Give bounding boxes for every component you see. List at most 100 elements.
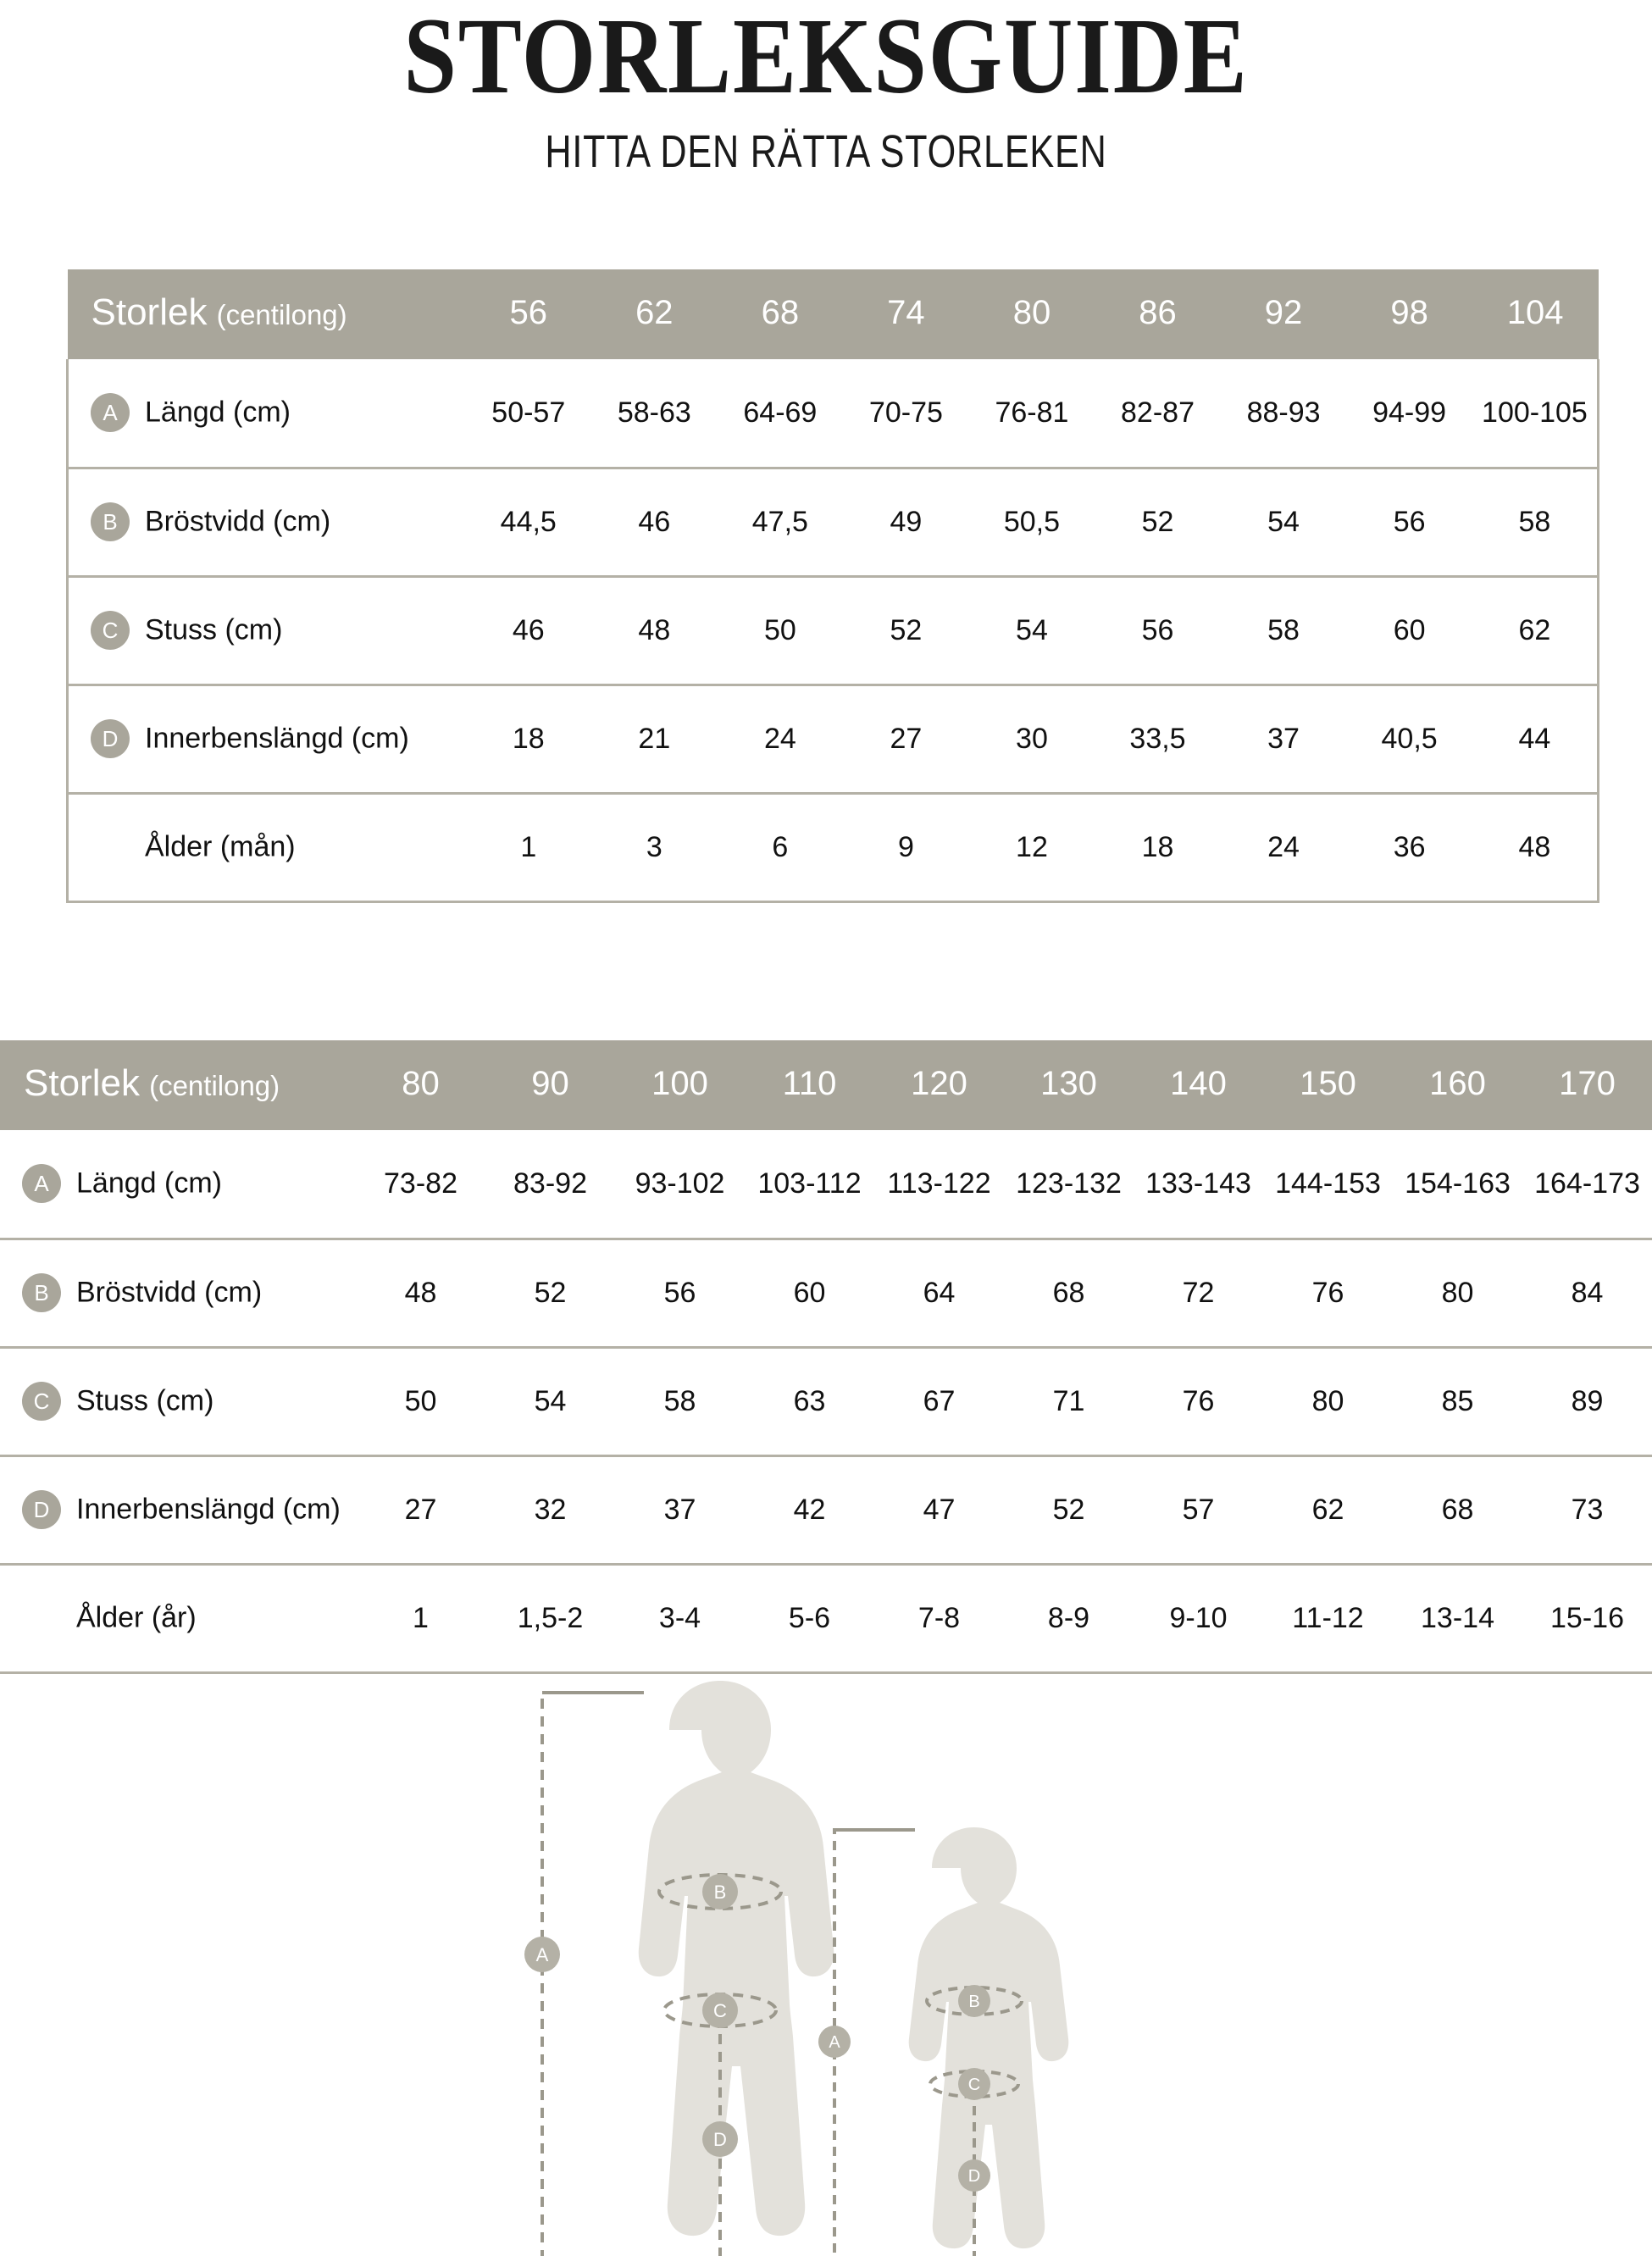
header-size-1: 90 xyxy=(531,1064,569,1102)
svg-text:B: B xyxy=(714,1882,727,1903)
cell: 44,5 xyxy=(465,468,592,578)
cell: 9 xyxy=(843,793,969,903)
header-size-label-sub: (centilong) xyxy=(216,299,347,330)
cell: 93-102 xyxy=(615,1130,745,1240)
cell: 24 xyxy=(717,685,844,795)
cell: 85 xyxy=(1393,1347,1522,1457)
small-child-figure: A B C D xyxy=(818,1827,1069,2256)
header-size-7: 150 xyxy=(1300,1064,1356,1102)
cell: 60 xyxy=(745,1239,874,1349)
cell: 71 xyxy=(1004,1347,1134,1457)
cell: 48 xyxy=(356,1239,485,1349)
row-label-cell: C Stuss (cm) xyxy=(0,1347,356,1457)
baby-table-body: A Längd (cm) 50-57 58-63 64-69 70-75 76-8… xyxy=(66,359,1599,903)
cell: 100-105 xyxy=(1472,359,1599,469)
header-size-4: 80 xyxy=(1012,293,1051,331)
cell: 46 xyxy=(591,468,718,578)
cell: 83-92 xyxy=(485,1130,615,1240)
header-size-1: 62 xyxy=(635,293,674,331)
cell: 80 xyxy=(1263,1347,1393,1457)
marker-D-small: D xyxy=(958,2159,990,2192)
table-row: D Innerbenslängd (cm) 18 21 24 27 30 33,5… xyxy=(66,685,1599,795)
cell: 7-8 xyxy=(874,1564,1004,1674)
header-size-7: 98 xyxy=(1390,293,1428,331)
header-size-5: 86 xyxy=(1139,293,1177,331)
header-size-4: 120 xyxy=(911,1064,967,1102)
measure-badge-icon: B xyxy=(22,1273,61,1312)
cell: 47,5 xyxy=(717,468,844,578)
cell: 47 xyxy=(874,1455,1004,1566)
child-table-body: A Längd (cm) 73-82 83-92 93-102 103-112 1… xyxy=(0,1130,1652,1674)
cell: 18 xyxy=(465,685,592,795)
cell: 44 xyxy=(1472,685,1599,795)
cell: 33,5 xyxy=(1095,685,1221,795)
cell: 50 xyxy=(356,1347,485,1457)
cell: 50-57 xyxy=(465,359,592,469)
child-size-table: Storlek (centilong) 80 90 100 110 120 13… xyxy=(0,1040,1652,1674)
cell: 37 xyxy=(1220,685,1347,795)
header-size-label: Storlek (centilong) xyxy=(0,1040,356,1130)
page-title: STORLEKSGUIDE xyxy=(403,0,1249,116)
baby-table-header: Storlek (centilong) 56 62 68 74 80 86 92… xyxy=(67,269,1599,359)
cell: 76 xyxy=(1134,1347,1263,1457)
row-label-cell: Ålder (mån) xyxy=(66,793,466,903)
cell: 52 xyxy=(1095,468,1221,578)
row-label: Längd (cm) xyxy=(76,1167,222,1200)
header-size-3: 110 xyxy=(782,1064,837,1102)
svg-text:D: D xyxy=(713,2129,727,2150)
table-header-row: Storlek (centilong) 80 90 100 110 120 13… xyxy=(0,1040,1652,1130)
baby-size-table: Storlek (centilong) 56 62 68 74 80 86 92… xyxy=(66,269,1599,903)
child-size-table-element: Storlek (centilong) 80 90 100 110 120 13… xyxy=(0,1040,1652,1674)
cell: 48 xyxy=(591,576,718,686)
cell: 82-87 xyxy=(1095,359,1221,469)
cell: 60 xyxy=(1346,576,1472,686)
cell: 52 xyxy=(843,576,969,686)
cell: 80 xyxy=(1393,1239,1522,1349)
cell: 58-63 xyxy=(591,359,718,469)
cell: 37 xyxy=(615,1455,745,1566)
header-size-6: 92 xyxy=(1264,293,1303,331)
svg-text:A: A xyxy=(829,2033,840,2052)
cell: 27 xyxy=(356,1455,485,1566)
cell: 1,5-2 xyxy=(485,1564,615,1674)
baby-size-table-element: Storlek (centilong) 56 62 68 74 80 86 92… xyxy=(66,269,1599,903)
marker-C-small: C xyxy=(958,2068,990,2100)
cell: 40,5 xyxy=(1346,685,1472,795)
cell: 12 xyxy=(968,793,1095,903)
cell: 8-9 xyxy=(1004,1564,1134,1674)
cell: 63 xyxy=(745,1347,874,1457)
cell: 67 xyxy=(874,1347,1004,1457)
cell: 64-69 xyxy=(717,359,844,469)
small-child-silhouette xyxy=(908,1827,1069,2249)
header-size-8: 160 xyxy=(1429,1064,1486,1102)
table-row: A Längd (cm) 50-57 58-63 64-69 70-75 76-8… xyxy=(66,359,1599,469)
cell: 94-99 xyxy=(1346,359,1472,469)
big-child-silhouette xyxy=(638,1681,834,2237)
cell: 46 xyxy=(465,576,592,686)
row-label-cell: C Stuss (cm) xyxy=(66,576,466,686)
cell: 58 xyxy=(1472,468,1599,578)
cell: 57 xyxy=(1134,1455,1263,1566)
cell: 73 xyxy=(1522,1455,1652,1566)
row-label-cell: Ålder (år) xyxy=(0,1564,356,1674)
cell: 113-122 xyxy=(874,1130,1004,1240)
row-label: Bröstvidd (cm) xyxy=(145,505,331,538)
marker-D-big: D xyxy=(702,2121,738,2157)
header-size-0: 56 xyxy=(509,293,548,331)
hip-measure-line xyxy=(929,2070,1020,2098)
measure-badge-icon: A xyxy=(91,393,130,433)
cell: 64 xyxy=(874,1239,1004,1349)
table-row: Ålder (mån) 1 3 6 9 12 18 24 36 48 xyxy=(66,793,1599,903)
row-label: Längd (cm) xyxy=(145,396,291,429)
row-label: Bröstvidd (cm) xyxy=(76,1276,263,1309)
cell: 32 xyxy=(485,1455,615,1566)
cell: 58 xyxy=(615,1347,745,1457)
header-size-0: 80 xyxy=(402,1064,440,1102)
svg-text:C: C xyxy=(713,2000,727,2021)
measure-badge-icon: D xyxy=(91,719,130,758)
measure-badge-icon: D xyxy=(22,1490,61,1529)
measurement-illustration: A B C D A xyxy=(524,1681,1069,2256)
measure-badge-icon: A xyxy=(22,1164,61,1204)
height-measure-bracket xyxy=(541,1691,590,2256)
cell: 52 xyxy=(485,1239,615,1349)
